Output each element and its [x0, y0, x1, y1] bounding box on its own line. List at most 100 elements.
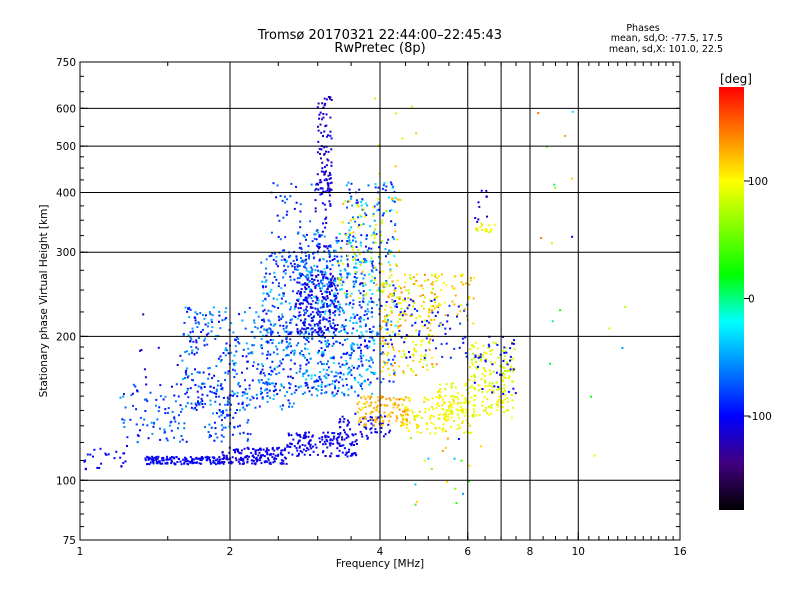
data-point	[280, 462, 283, 465]
data-point	[335, 306, 338, 309]
data-point	[222, 426, 225, 429]
data-point	[393, 255, 396, 258]
data-point	[402, 372, 405, 375]
data-point	[307, 361, 310, 364]
data-point	[281, 339, 284, 342]
data-point	[295, 201, 298, 204]
data-point	[453, 395, 456, 398]
data-point	[261, 325, 264, 328]
data-point	[608, 327, 611, 330]
data-point	[352, 218, 355, 220]
data-point	[399, 311, 402, 314]
data-point	[336, 390, 339, 393]
data-point	[285, 261, 288, 264]
data-point	[375, 303, 378, 306]
data-point	[384, 304, 387, 307]
data-point	[201, 456, 203, 458]
data-point	[378, 246, 380, 249]
data-point	[422, 307, 425, 310]
data-point	[356, 277, 359, 279]
data-point	[230, 462, 233, 465]
data-point	[389, 399, 392, 402]
data-point	[346, 240, 349, 242]
data-point	[328, 383, 331, 386]
data-point	[314, 374, 317, 377]
data-point	[96, 466, 99, 469]
data-point	[367, 184, 370, 187]
x-tick-label: 10	[572, 546, 585, 558]
data-point	[319, 111, 322, 114]
data-point	[237, 460, 240, 463]
data-point	[267, 449, 270, 452]
data-point	[293, 349, 296, 352]
data-point	[122, 461, 125, 464]
data-point	[338, 306, 341, 309]
data-point	[314, 443, 317, 446]
data-point	[343, 438, 346, 441]
data-point	[218, 320, 220, 323]
data-point	[377, 416, 380, 419]
data-point	[394, 289, 397, 292]
data-point	[320, 118, 323, 121]
data-point	[173, 417, 176, 420]
data-point	[412, 370, 415, 373]
data-point	[221, 388, 224, 391]
data-point	[332, 395, 335, 398]
data-point	[347, 236, 350, 239]
data-point	[336, 284, 339, 287]
data-point	[319, 440, 322, 443]
data-point	[406, 413, 409, 416]
data-point	[227, 372, 230, 375]
data-point	[346, 373, 349, 376]
data-point	[356, 343, 359, 346]
data-point	[286, 260, 288, 263]
data-point	[323, 268, 326, 271]
data-point	[360, 244, 362, 247]
data-point	[317, 310, 320, 313]
data-point	[345, 234, 348, 236]
data-point	[489, 350, 492, 352]
data-point	[266, 395, 269, 398]
data-point	[291, 349, 294, 352]
data-point	[282, 349, 285, 352]
data-point	[218, 395, 220, 398]
data-point	[348, 188, 351, 191]
data-point	[185, 440, 188, 443]
data-point	[305, 382, 308, 385]
data-point	[369, 418, 372, 421]
data-point	[284, 236, 287, 239]
data-point	[227, 402, 230, 405]
data-point	[286, 445, 289, 448]
data-point	[289, 446, 292, 448]
data-point	[346, 293, 349, 296]
data-point	[226, 458, 229, 461]
data-point	[282, 216, 285, 219]
data-point	[333, 357, 335, 360]
data-point	[211, 456, 214, 459]
data-point	[345, 378, 348, 380]
data-point	[285, 213, 288, 216]
data-point	[324, 125, 327, 128]
data-point	[304, 434, 307, 436]
data-point	[282, 270, 285, 273]
data-point	[408, 351, 410, 353]
data-point	[364, 406, 367, 409]
data-point	[276, 265, 279, 268]
data-point	[411, 315, 414, 317]
data-point	[462, 341, 465, 344]
data-point	[328, 442, 331, 445]
data-point	[368, 340, 370, 343]
data-point	[316, 106, 319, 109]
data-point	[184, 456, 186, 459]
data-point	[305, 267, 308, 270]
data-point	[358, 317, 361, 320]
data-point	[506, 363, 509, 366]
data-point	[382, 377, 385, 380]
data-point	[394, 403, 397, 405]
data-point	[289, 368, 292, 371]
data-point	[278, 364, 281, 367]
data-point	[446, 314, 449, 317]
data-point	[408, 397, 411, 400]
data-point	[386, 315, 388, 318]
